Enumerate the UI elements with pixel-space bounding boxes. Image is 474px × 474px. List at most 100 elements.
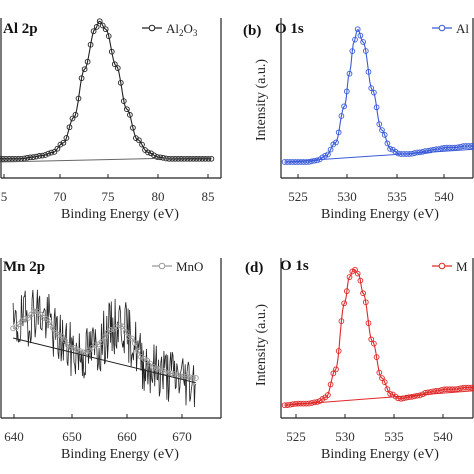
panel-a-data-point [81, 66, 88, 73]
panel-b: (b) O 1s Intensity (a.u.) Al [243, 21, 469, 141]
panel-c-data-point [189, 374, 196, 381]
panel-d-data-point [341, 300, 347, 307]
panel-a-data-point [90, 28, 97, 35]
panel-b-series-background [284, 148, 474, 163]
panel-d-curve [284, 268, 474, 406]
panel-b-title: O 1s [275, 21, 304, 37]
panel-b-plot: 525 530 535 540 Binding Energy (eV) [280, 18, 474, 222]
panel-b-data-point [373, 104, 380, 111]
panel-c-data-point [43, 316, 50, 322]
panel-a-series-background [0, 156, 212, 163]
panel-c-data-point [150, 363, 157, 370]
panel-d-data-point [446, 386, 453, 393]
panel-b-data-point [371, 89, 377, 96]
panel-c-data-point [55, 331, 62, 338]
panel-c-data-point [135, 347, 141, 354]
panel-d-series-background [284, 390, 474, 406]
panel-d-data-point [376, 369, 383, 376]
panel-d-data-point [452, 386, 458, 393]
panel-a-x-tick-label: 5 [1, 189, 8, 204]
panel-d-legend: M [432, 259, 468, 274]
panel-d-data-point [365, 320, 372, 326]
panel-b-data-point [395, 150, 402, 157]
panel-b-data-point [457, 143, 464, 150]
panel-d-data-point [379, 375, 385, 381]
panel-d-data-point [346, 274, 353, 280]
panel-a-data-point [48, 149, 55, 156]
panel-a-plot: 5 70 75 80 85 Binding Energy (eV) [0, 18, 222, 222]
panel-c-data-point [165, 370, 172, 376]
panel-a-legend-label: Al2O3 [166, 21, 198, 38]
panel-a-data-point [202, 155, 209, 162]
panel-a-data-point [54, 145, 61, 152]
panel-b-data-point [308, 158, 315, 165]
panel-c-x-tick-label: 660 [117, 429, 137, 444]
panel-a-x-tick-label: 75 [102, 189, 115, 204]
panel-a-data-point [60, 139, 67, 146]
panel-a-data-point [63, 135, 70, 141]
panel-a-data-point [208, 155, 215, 162]
panel-c-data-point [144, 357, 150, 364]
panel-b-data-point [362, 48, 369, 54]
panel-a-data-point [199, 155, 206, 162]
panel-c-series-background [12, 337, 197, 384]
panel-c-data-point [80, 349, 86, 356]
panel-c-data-point [71, 345, 77, 351]
panel-d-data-point [325, 392, 331, 398]
panel-d-data-point [471, 384, 474, 391]
panel-c-data-point [31, 308, 38, 315]
panel-b-data-point [349, 48, 356, 54]
panel-a-data-point [190, 155, 197, 162]
panel-c-data-point [28, 311, 35, 318]
panel-c-series-fit [10, 308, 199, 381]
panel-a-data-point [87, 41, 94, 48]
panel-a-data-point [99, 22, 106, 29]
panel-c-data-point [147, 360, 154, 367]
panel-a-data-point [51, 149, 58, 155]
panel-b-curve [284, 28, 474, 163]
panel-d-data-point [333, 366, 339, 373]
panel-c-data-point [113, 324, 120, 330]
panel-b-x-tick-label: 535 [387, 189, 407, 204]
panel-a-data-point [84, 58, 91, 65]
panel-b-data-point [438, 145, 445, 152]
panel-b-x-tick-label: 525 [288, 189, 308, 204]
panel-d-data-point [463, 384, 469, 391]
panel-c: Mn 2p MnO [3, 259, 203, 275]
panel-b-data-point [384, 140, 391, 147]
panel-c-data-point [25, 315, 32, 321]
panel-a-legend-main: Al [166, 21, 179, 36]
panel-d-data-point [368, 336, 375, 343]
panel-a-data-point [181, 155, 188, 162]
panel-a-title: Al 2p [3, 21, 38, 37]
panel-a-legend-mid: O [184, 21, 193, 36]
panel-c-data-point [125, 334, 132, 340]
panel-c-data-point [107, 327, 114, 333]
panel-b-data-point [381, 132, 388, 138]
panel-c-data-point [68, 344, 74, 351]
panel-d-background-line [284, 390, 474, 406]
panel-d-data-point [425, 389, 431, 396]
panel-c-data-point [156, 366, 163, 372]
panel-b-x-tick-label: 540 [434, 189, 454, 204]
panel-c-data-point [122, 328, 129, 335]
panel-b-data-point [295, 159, 301, 165]
panel-b-data-point [322, 152, 329, 159]
panel-a-data-point [127, 112, 133, 118]
panel-d-data-point [441, 386, 448, 393]
panel-d-title: O 1s [280, 258, 309, 274]
panel-b-xlabel: Binding Energy (eV) [321, 207, 439, 222]
panel-c-data-point [129, 335, 135, 342]
panel-a-series-data [0, 18, 215, 162]
panel-b-data-point [298, 159, 304, 165]
panel-a-data-point [111, 61, 118, 68]
panel-b-data-point [444, 144, 450, 151]
panel-d-data-point [444, 386, 450, 393]
panel-b-legend-label: Al [456, 21, 469, 36]
panel-c-legend-marker [158, 262, 166, 270]
panel-d-data-point [327, 381, 334, 388]
panel-b-data-point [292, 159, 299, 165]
panel-c-data-point [34, 308, 41, 315]
panel-a-data-point [72, 111, 79, 118]
